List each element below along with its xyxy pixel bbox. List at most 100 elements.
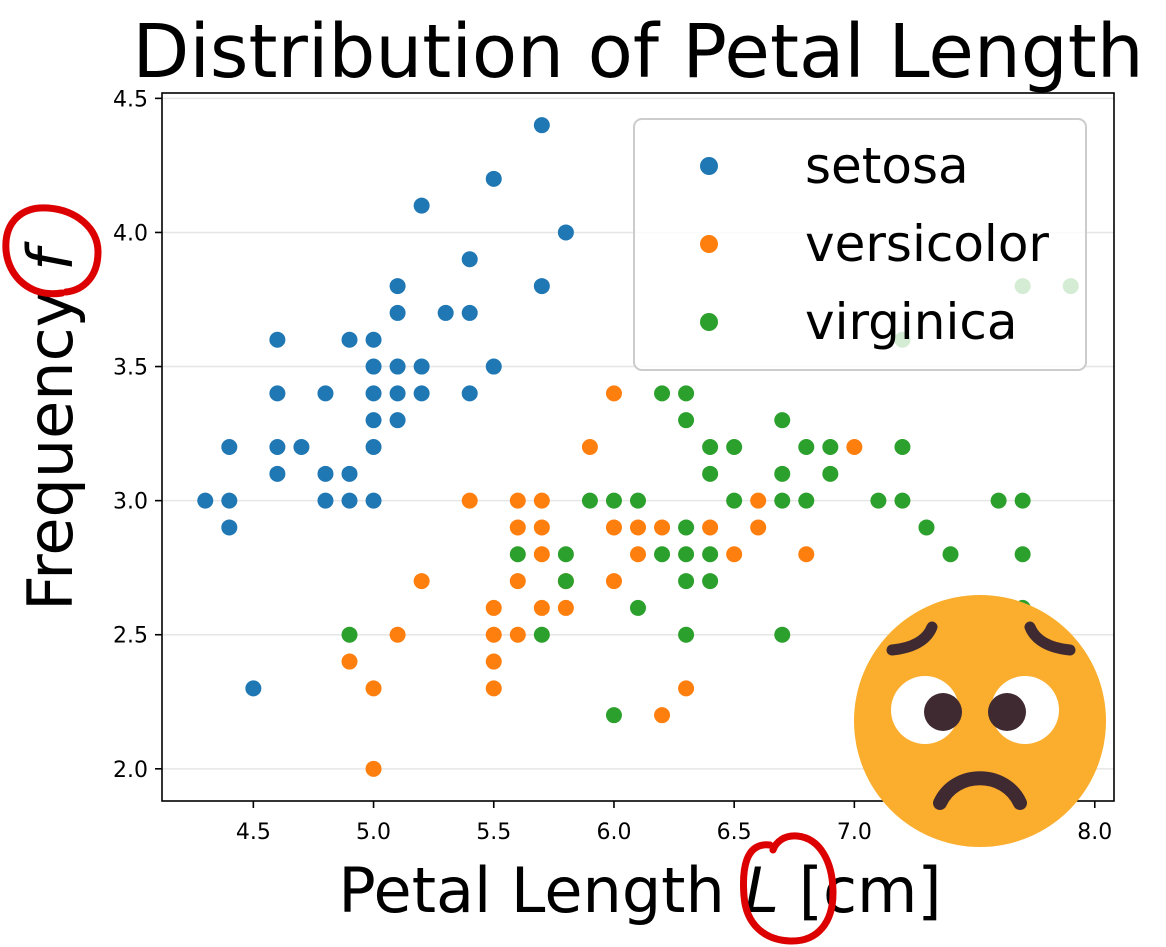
data-point-virginica — [678, 573, 695, 590]
data-point-versicolor — [678, 680, 695, 697]
data-point-versicolor — [533, 599, 550, 616]
y-tick-label: 3.0 — [113, 490, 148, 515]
data-point-versicolor — [341, 653, 358, 670]
data-point-versicolor — [846, 439, 863, 455]
data-point-setosa — [533, 117, 550, 134]
legend-marker-virginica — [700, 313, 718, 331]
data-point-virginica — [557, 546, 574, 563]
data-point-setosa — [413, 197, 430, 214]
data-point-virginica — [702, 546, 719, 563]
data-point-virginica — [1014, 546, 1031, 563]
data-point-setosa — [413, 358, 430, 375]
data-point-setosa — [269, 331, 286, 348]
data-point-setosa — [269, 439, 286, 455]
data-point-virginica — [942, 546, 959, 563]
data-point-setosa — [389, 278, 406, 295]
data-point-virginica — [726, 492, 743, 509]
data-point-setosa — [317, 492, 334, 509]
data-point-setosa — [293, 439, 310, 455]
worried-face-icon — [854, 595, 1106, 847]
series-versicolor — [341, 385, 863, 777]
emoji-left-brow — [886, 621, 938, 656]
data-point-setosa — [365, 492, 382, 509]
data-point-versicolor — [581, 439, 598, 455]
legend: setosa versicolor virginica — [633, 118, 1087, 371]
data-point-setosa — [341, 492, 358, 509]
data-point-setosa — [365, 331, 382, 348]
data-point-versicolor — [654, 519, 671, 536]
data-point-versicolor — [798, 546, 815, 563]
y-axis-label: Frequency f — [14, 241, 87, 611]
series-setosa — [197, 117, 574, 697]
emoji-left-pupil — [924, 693, 962, 731]
data-point-virginica — [630, 492, 646, 509]
data-point-setosa — [221, 439, 238, 455]
data-point-virginica — [509, 546, 526, 563]
data-point-virginica — [678, 385, 695, 402]
data-point-virginica — [918, 519, 935, 536]
data-point-versicolor — [413, 573, 430, 590]
data-point-versicolor — [461, 492, 478, 509]
data-point-versicolor — [365, 760, 382, 777]
data-point-setosa — [317, 465, 334, 482]
data-point-versicolor — [605, 519, 622, 536]
data-point-setosa — [245, 680, 262, 697]
data-point-versicolor — [726, 546, 743, 563]
data-point-virginica — [774, 626, 791, 643]
x-tick-label: 8.0 — [1077, 820, 1112, 845]
data-point-virginica — [726, 439, 743, 455]
y-axis-label-variable: f — [14, 241, 87, 271]
legend-marker-versicolor — [700, 235, 718, 253]
data-point-versicolor — [485, 599, 502, 616]
data-point-virginica — [894, 492, 911, 509]
annotation-marks — [2, 204, 837, 945]
data-point-setosa — [389, 358, 406, 375]
legend-box — [633, 118, 1087, 371]
data-point-virginica — [557, 573, 574, 590]
data-point-setosa — [341, 331, 358, 348]
data-point-virginica — [822, 465, 839, 482]
data-point-setosa — [485, 358, 502, 375]
data-point-setosa — [413, 385, 430, 402]
data-point-virginica — [654, 385, 671, 402]
data-point-virginica — [678, 546, 695, 563]
data-point-versicolor — [485, 680, 502, 697]
y-tick-label: 2.5 — [113, 624, 148, 649]
data-point-setosa — [317, 385, 334, 402]
annotation-circle-y-variable — [2, 204, 102, 298]
data-point-versicolor — [557, 599, 574, 616]
data-point-versicolor — [389, 626, 406, 643]
data-point-setosa — [461, 251, 478, 268]
legend-label-versicolor: versicolor — [805, 215, 1049, 273]
annotation-circle-x-variable — [740, 832, 837, 945]
data-point-setosa — [197, 492, 214, 509]
y-axis-ticks: 2.0 2.5 3.0 3.5 4.0 4.5 — [113, 87, 162, 783]
data-point-versicolor — [630, 519, 646, 536]
data-point-versicolor — [533, 546, 550, 563]
data-point-setosa — [221, 519, 238, 536]
data-point-setosa — [461, 304, 478, 321]
data-point-virginica — [702, 439, 719, 455]
data-point-virginica — [533, 626, 550, 643]
plot-area — [161, 92, 1115, 802]
data-point-setosa — [269, 385, 286, 402]
data-point-setosa — [557, 224, 574, 241]
data-point-virginica — [774, 465, 791, 482]
x-axis-label-unit: [cm] — [779, 854, 942, 927]
data-point-setosa — [485, 170, 502, 187]
data-point-virginica — [1014, 492, 1031, 509]
data-point-virginica — [798, 439, 815, 455]
data-point-versicolor — [630, 546, 646, 563]
y-tick-label: 3.5 — [113, 356, 148, 381]
series-virginica — [341, 278, 1079, 724]
y-tick-label: 4.0 — [113, 221, 148, 246]
data-point-versicolor — [750, 492, 767, 509]
data-point-virginica — [870, 492, 887, 509]
y-tick-label: 2.0 — [113, 758, 148, 783]
legend-marker-setosa — [700, 157, 718, 175]
data-point-virginica — [678, 412, 695, 429]
data-point-setosa — [269, 465, 286, 482]
data-point-virginica — [822, 439, 839, 455]
y-axis-label-prefix: Frequency — [14, 271, 87, 611]
data-point-versicolor — [485, 626, 502, 643]
